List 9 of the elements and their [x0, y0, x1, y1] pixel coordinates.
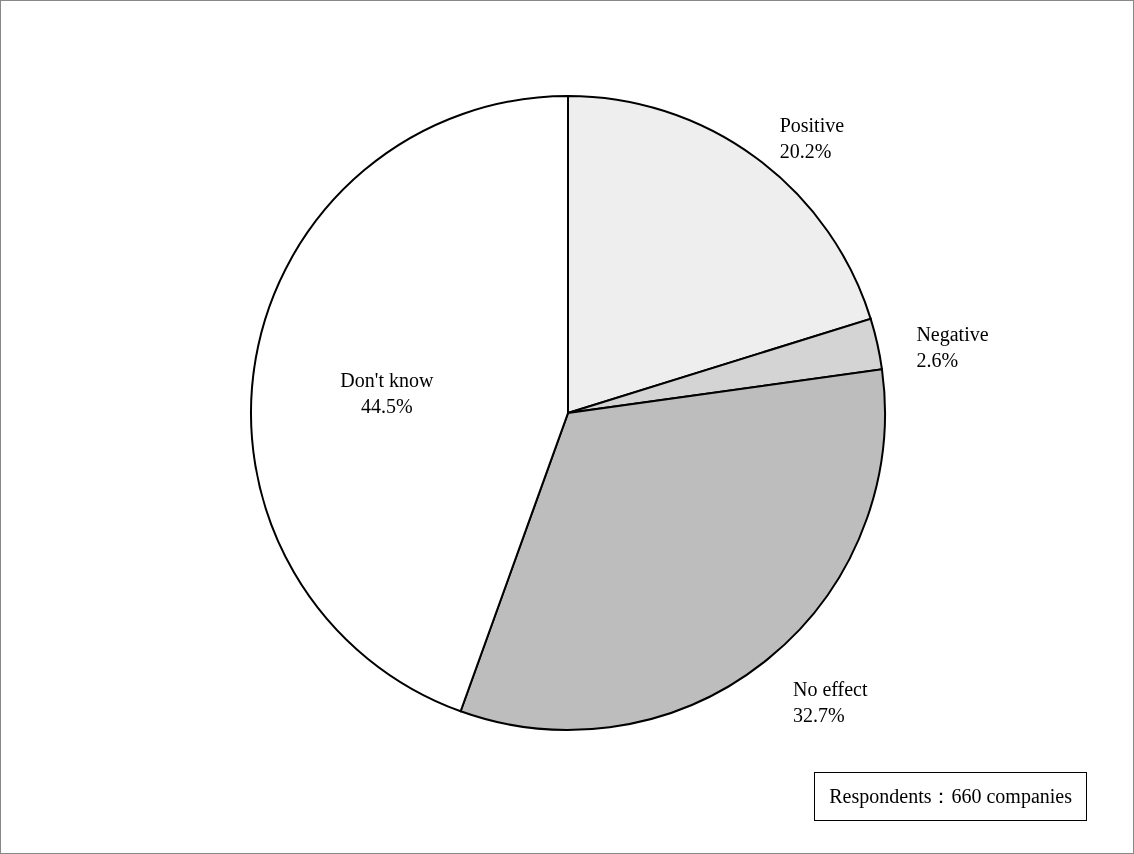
slice-label: Negative: [916, 323, 989, 347]
slice-label: Positive: [779, 113, 845, 136]
slice-label: No effect: [792, 678, 868, 701]
slice-label: Don't know: [340, 369, 434, 392]
data-label: 44.5%: [361, 395, 413, 418]
text: Respondents：660 companies: [814, 772, 1087, 821]
data-label: 2.6%: [916, 349, 959, 372]
data-label: 20.2%: [779, 139, 832, 162]
data-label: 32.7%: [792, 704, 845, 727]
